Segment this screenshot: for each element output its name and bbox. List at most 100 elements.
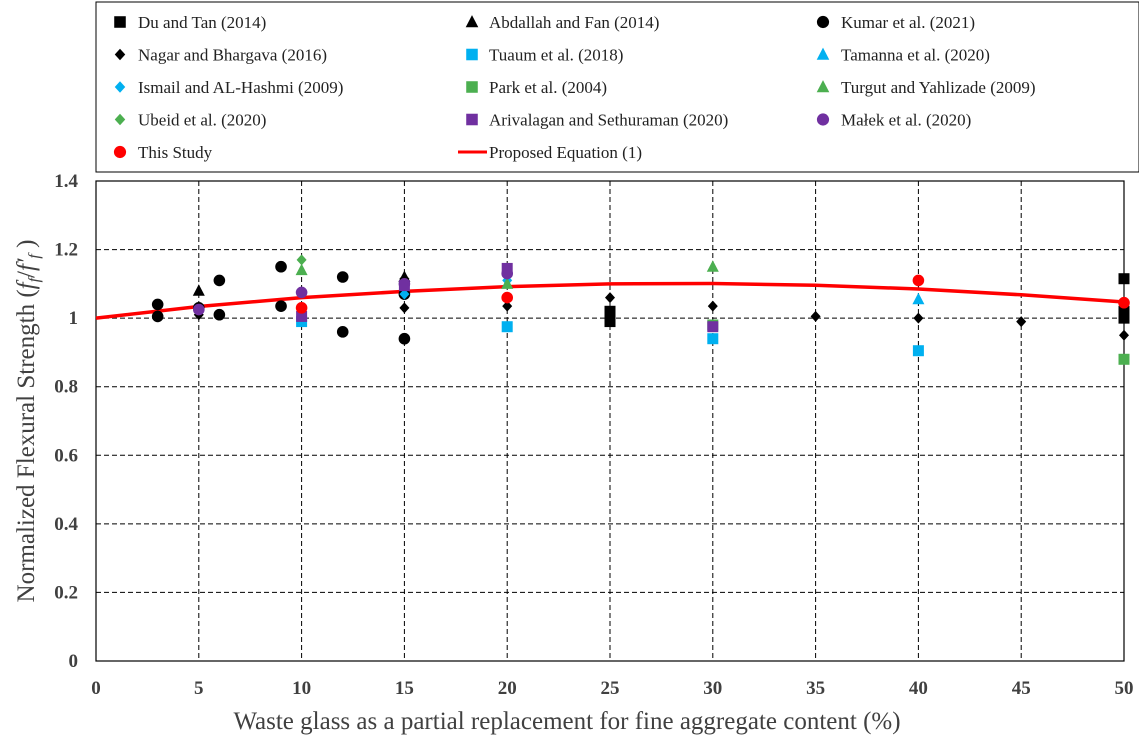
point-ubeid-et-al-2020 (296, 254, 307, 266)
point-du-and-tan-2014 (604, 305, 616, 317)
point-malek-et-al-2020 (295, 286, 308, 299)
point-nagar-and-bhargava-2016 (502, 300, 513, 312)
point-nagar-and-bhargava-2016 (707, 300, 718, 312)
plot-area (95, 180, 1125, 662)
point-nagar-and-bhargava-2016 (605, 292, 615, 304)
y-axis-title-sub1: f (26, 275, 43, 282)
y-tick-label: 0.4 (54, 514, 78, 535)
point-kumar-et-al-2021 (398, 332, 411, 345)
x-tick-label: 10 (292, 678, 311, 699)
legend-label-tamanna-et-al-2020: Tamanna et al. (2020) (841, 46, 990, 65)
y-axis-title: Normalized Flexural Strength (ff/f′f ) (13, 240, 43, 603)
legend-marker-ubeid-et-al-2020 (114, 113, 126, 126)
point-tuaum-et-al-2018 (501, 321, 513, 333)
point-kumar-et-al-2021 (151, 310, 164, 323)
x-tick-label: 35 (806, 678, 825, 699)
point-kumar-et-al-2021 (275, 300, 287, 312)
point-du-and-tan-2014 (1118, 273, 1130, 285)
legend-marker-nagar-and-bhargava-2016 (114, 48, 126, 61)
point-malek-et-al-2020 (193, 303, 205, 316)
point-this-study (1118, 296, 1130, 309)
series-this-study (295, 274, 1130, 314)
point-kumar-et-al-2021 (213, 274, 226, 287)
x-tick-label: 25 (601, 678, 620, 699)
y-axis-title-prefix: Normalized Flexural Strength ( (13, 289, 40, 602)
y-tick-label: 0.6 (54, 445, 78, 466)
point-nagar-and-bhargava-2016 (810, 310, 821, 322)
legend-marker-abdallah-and-fan-2014 (465, 15, 479, 28)
x-ticks: 0 5 10 15 20 25 30 35 40 45 50 (91, 678, 1133, 699)
x-tick-label: 30 (703, 678, 722, 699)
point-nagar-and-bhargava-2016 (399, 302, 410, 314)
legend-box (95, 1, 1139, 173)
point-turgut-and-yahlizade-2009 (501, 277, 514, 289)
legend-marker-this-study (113, 145, 127, 159)
series-ubeid-et-al-2020 (296, 254, 307, 266)
legend-marker-malek-et-al-2020 (816, 113, 830, 126)
legend-marker-park-et-al-2004 (466, 81, 478, 93)
legend-marker-arivalagan-and-sethuraman-2020 (466, 113, 478, 126)
point-kumar-et-al-2021 (336, 271, 349, 283)
point-this-study (912, 274, 925, 287)
legend-label-turgut-and-yahlizade-2009: Turgut and Yahlizade (2009) (841, 78, 1036, 97)
legend-marker-kumar-et-al-2021 (816, 15, 830, 29)
point-arivalagan-and-sethuraman-2020 (707, 321, 719, 333)
x-tick-label: 15 (395, 678, 414, 699)
curve-proposed-equation-1 (95, 281, 1125, 320)
point-tuaum-et-al-2018 (912, 345, 924, 357)
point-kumar-et-al-2021 (213, 308, 226, 321)
y-axis-title-f2: f′ (13, 258, 40, 271)
y-axis-title-f1: f (13, 279, 40, 289)
legend-label-ismail-and-al-hashmi-2009: Ismail and AL-Hashmi (2009) (138, 78, 343, 97)
point-ismail-and-al-hashmi-2009 (399, 288, 410, 300)
legend-label-arivalagan-and-sethuraman-2020: Arivalagan and Sethuraman (2020) (489, 111, 728, 130)
legend-marker-tamanna-et-al-2020 (816, 47, 830, 60)
legend-label-ubeid-et-al-2020: Ubeid et al. (2020) (138, 111, 266, 130)
series-du-and-tan-2014 (604, 273, 1130, 328)
x-tick-label: 20 (498, 678, 517, 699)
legend-label-this-study: This Study (138, 143, 213, 162)
legend: Du and Tan (2014) Abdallah and Fan (2014)… (113, 13, 1036, 162)
point-du-and-tan-2014 (1118, 312, 1130, 324)
y-axis-title-sub2: f (26, 252, 43, 259)
point-kumar-et-al-2021 (336, 326, 349, 338)
grid (96, 181, 1124, 661)
legend-marker-du-and-tan-2014 (114, 16, 126, 28)
point-turgut-and-yahlizade-2009 (706, 260, 719, 272)
y-tick-label: 0.2 (54, 582, 78, 603)
legend-marker-tuaum-et-al-2018 (466, 48, 478, 61)
point-kumar-et-al-2021 (275, 260, 287, 273)
point-this-study (501, 291, 513, 304)
legend-marker-ismail-and-al-hashmi-2009 (114, 81, 126, 93)
series-kumar-et-al-2021 (151, 260, 411, 345)
x-tick-label: 40 (909, 678, 928, 699)
point-tamanna-et-al-2020 (912, 292, 925, 305)
legend-label-proposed-equation-1: Proposed Equation (1) (489, 143, 642, 162)
point-du-and-tan-2014 (604, 316, 616, 328)
series-malek-et-al-2020 (193, 267, 513, 316)
legend-label-park-et-al-2004: Park et al. (2004) (489, 78, 607, 97)
point-tuaum-et-al-2018 (707, 333, 719, 345)
legend-label-du-and-tan-2014: Du and Tan (2014) (138, 13, 266, 32)
point-malek-et-al-2020 (501, 267, 513, 280)
point-park-et-al-2004 (1118, 353, 1130, 365)
legend-label-kumar-et-al-2021: Kumar et al. (2021) (841, 13, 975, 32)
series-tamanna-et-al-2020 (912, 292, 925, 305)
point-du-and-tan-2014 (1118, 305, 1130, 317)
point-turgut-and-yahlizade-2009 (295, 263, 308, 276)
data-points (151, 254, 1130, 365)
x-tick-label: 5 (194, 678, 204, 699)
curves (95, 281, 1125, 320)
y-tick-label: 0 (69, 651, 79, 672)
y-axis-title-slash: / (13, 271, 40, 278)
point-malek-et-al-2020 (398, 278, 411, 290)
point-arivalagan-and-sethuraman-2020 (296, 310, 308, 322)
y-ticks: 0 0.2 0.4 0.6 0.8 1 1.2 1.4 (54, 171, 78, 672)
legend-marker-turgut-and-yahlizade-2009 (816, 80, 830, 93)
legend-label-nagar-and-bhargava-2016: Nagar and Bhargava (2016) (138, 46, 327, 65)
point-nagar-and-bhargava-2016 (913, 312, 924, 324)
point-abdallah-and-fan-2014 (192, 284, 205, 296)
x-tick-label: 0 (91, 678, 101, 699)
x-tick-label: 45 (1012, 678, 1031, 699)
